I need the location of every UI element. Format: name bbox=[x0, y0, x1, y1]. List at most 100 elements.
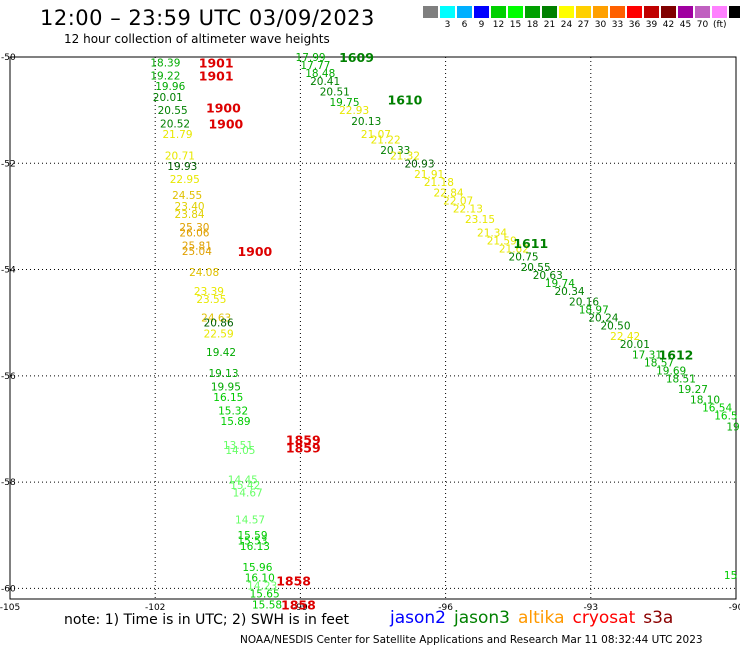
data-point-label: 20.55 bbox=[521, 262, 551, 274]
color-scale-labels: 3 6 9 12 15 18 21 24 27 30 33 36 39 42 45 70 (ft) bbox=[422, 20, 740, 30]
color-swatch bbox=[592, 5, 609, 19]
data-point-label: 20.13 bbox=[351, 116, 381, 128]
data-point-label: 19 bbox=[726, 421, 739, 433]
data-point-label: 20.75 bbox=[509, 251, 539, 263]
legend-entry-jason2: jason2 bbox=[390, 608, 446, 628]
data-point-label: 19.74 bbox=[545, 278, 575, 290]
data-point-label: 19.95 bbox=[211, 381, 241, 393]
data-point-label: 23.39 bbox=[194, 286, 224, 298]
data-point-label: 14.23 bbox=[247, 581, 277, 593]
color-swatch bbox=[728, 5, 740, 19]
color-scale-label: 3 bbox=[444, 20, 451, 30]
data-point-label: 17.77 bbox=[300, 60, 330, 72]
data-point-label: 18.48 bbox=[305, 68, 335, 80]
color-swatch bbox=[473, 5, 490, 19]
data-point-label: 22.84 bbox=[434, 188, 464, 200]
legend-entry-cryosat: cryosat bbox=[572, 608, 636, 628]
data-point-label: 23.55 bbox=[196, 294, 226, 306]
data-point-label: 17.99 bbox=[296, 52, 326, 64]
data-point-label: 19.22 bbox=[150, 71, 180, 83]
data-point-label: 16.54 bbox=[702, 403, 732, 415]
data-point-label: 15.32 bbox=[218, 405, 248, 417]
color-scale-label: 9 bbox=[478, 20, 485, 30]
x-tick-label: -93 bbox=[583, 603, 598, 613]
data-point-label: 25.30 bbox=[179, 222, 209, 234]
legend-entry-s3a: s3a bbox=[643, 608, 674, 628]
data-point-label: 16.13 bbox=[240, 541, 270, 553]
data-point-label: 14.45 bbox=[228, 474, 258, 486]
color-scale-label: 45 bbox=[679, 20, 692, 30]
y-tick-label: -50 bbox=[1, 53, 16, 63]
data-point-label: 22.07 bbox=[443, 195, 473, 207]
data-point-label: 20.24 bbox=[588, 312, 618, 324]
data-point-label: 20.63 bbox=[533, 270, 563, 282]
data-point-label: 21.18 bbox=[424, 177, 454, 189]
data-point-label: 24.63 bbox=[201, 312, 231, 324]
data-point-label: 17.31 bbox=[632, 350, 662, 362]
data-point-label: 20.01 bbox=[620, 339, 650, 351]
color-scale-label: 12 bbox=[492, 20, 505, 30]
time-labels: 1901190119001900190018591859185818581609… bbox=[199, 50, 694, 612]
color-swatch bbox=[541, 5, 558, 19]
data-point-label: 20.34 bbox=[555, 286, 585, 298]
color-scale-label: 24 bbox=[560, 20, 573, 30]
color-swatch bbox=[711, 5, 728, 19]
data-point-label: 19.27 bbox=[678, 384, 708, 396]
x-tick-label: -96 bbox=[438, 603, 453, 613]
y-tick-label: -60 bbox=[1, 584, 16, 594]
data-point-label: 22.93 bbox=[339, 105, 369, 117]
data-point-label: 14.67 bbox=[233, 488, 263, 500]
data-point-label: 16.10 bbox=[245, 573, 275, 585]
data-point-label: 21.22 bbox=[371, 134, 401, 146]
data-point-label: 20.50 bbox=[600, 320, 630, 332]
grid-lines bbox=[9, 56, 737, 599]
data-point-label: 21.34 bbox=[477, 227, 507, 239]
y-tick-label: -56 bbox=[1, 372, 16, 382]
color-swatch bbox=[609, 5, 626, 19]
color-swatch bbox=[660, 5, 677, 19]
color-swatch bbox=[490, 5, 507, 19]
time-label: 1900 bbox=[208, 116, 243, 131]
data-point-label: 22.95 bbox=[170, 174, 200, 186]
time-label: 1858 bbox=[276, 573, 311, 588]
y-tick-label: -58 bbox=[1, 478, 16, 488]
color-scale-label: 39 bbox=[645, 20, 658, 30]
color-scale-label: 70 bbox=[696, 20, 709, 30]
color-scale-label: 33 bbox=[611, 20, 624, 30]
data-point-label: 15 bbox=[724, 570, 737, 582]
y-axis-ticks: -50 -52 -54 -56 -58 -60 bbox=[1, 53, 16, 594]
data-point-label: 21.59 bbox=[487, 235, 517, 247]
data-point-label: 18.39 bbox=[150, 57, 180, 69]
satellite-legend: jason2 jason3 altika cryosat s3a bbox=[390, 608, 681, 628]
time-label: 1901 bbox=[199, 55, 234, 70]
color-scale-label: 30 bbox=[594, 20, 607, 30]
data-point-label: 20.16 bbox=[569, 296, 599, 308]
color-swatch bbox=[575, 5, 592, 19]
x-tick-label: -99 bbox=[293, 603, 308, 613]
x-tick-label: -90 bbox=[729, 603, 740, 613]
credit-line: NOAA/NESDIS Center for Satellite Applica… bbox=[240, 634, 703, 646]
time-label: 1900 bbox=[237, 244, 272, 259]
data-point-label: 23.15 bbox=[465, 214, 495, 226]
color-scale-swatches bbox=[422, 5, 740, 19]
time-label: 1900 bbox=[206, 100, 241, 115]
data-point-label: 19.69 bbox=[656, 366, 686, 378]
color-scale-unit: (ft) bbox=[713, 20, 727, 30]
data-point-label: 20.51 bbox=[320, 87, 350, 99]
data-point-label: 18.51 bbox=[666, 373, 696, 385]
data-point-label: 18.57 bbox=[644, 358, 674, 370]
data-point-label: 15.89 bbox=[221, 416, 251, 428]
data-point-label: 20.86 bbox=[204, 318, 234, 330]
data-point-label: 20.55 bbox=[158, 105, 188, 117]
data-point-label: 24.55 bbox=[172, 190, 202, 202]
color-scale-label: 27 bbox=[577, 20, 590, 30]
chart-title: 12:00 – 23:59 UTC 03/09/2023 bbox=[40, 6, 375, 30]
data-point-label: 16.5 bbox=[714, 411, 737, 423]
data-point-label: 23.40 bbox=[175, 201, 205, 213]
data-point-label: 22.42 bbox=[610, 331, 640, 343]
data-point-label: 21.32 bbox=[390, 150, 420, 162]
time-label: 1901 bbox=[199, 69, 234, 84]
data-point-label: 15.42 bbox=[230, 480, 260, 492]
time-label: 1859 bbox=[286, 433, 321, 448]
